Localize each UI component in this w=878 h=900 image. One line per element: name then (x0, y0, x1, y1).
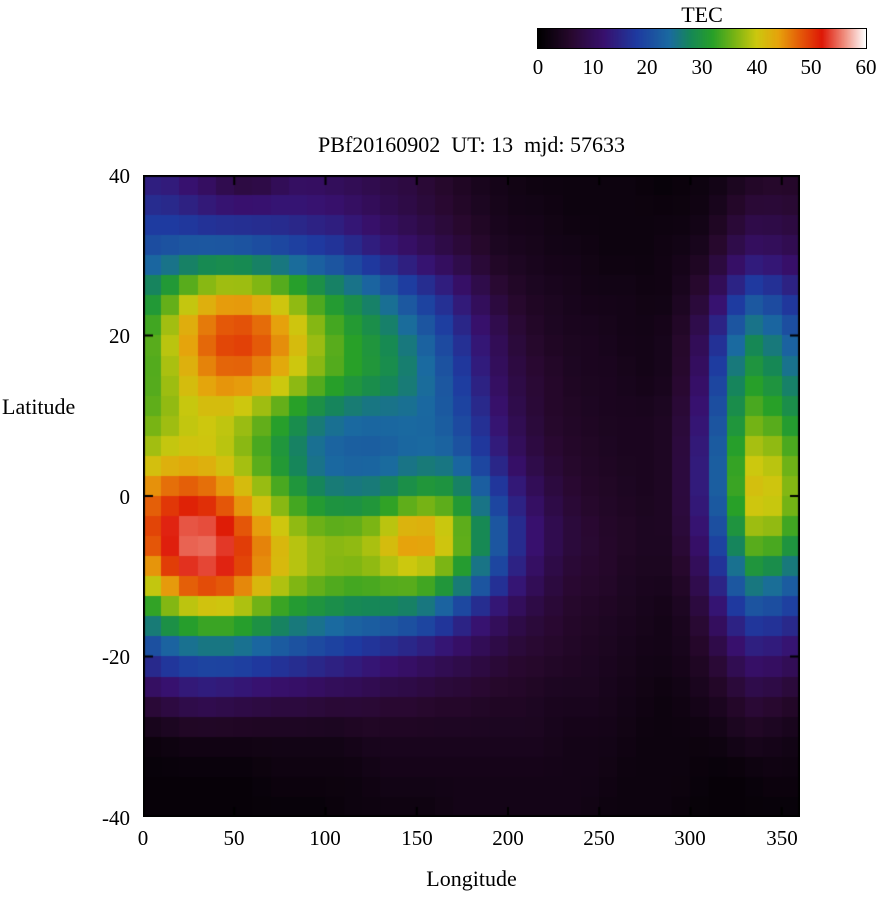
y-tick-label: -40 (102, 806, 130, 830)
colorbar-tick-label: 60 (855, 55, 877, 79)
x-axis-label: Longitude (426, 866, 517, 891)
x-tick-label: 0 (137, 826, 149, 850)
heatmap-canvas (143, 175, 800, 817)
colorbar-tick-label: 10 (582, 55, 604, 79)
colorbar-tick-label: 20 (636, 55, 658, 79)
plot-area (143, 175, 800, 817)
colorbar (537, 28, 867, 49)
x-tick-label: 100 (309, 826, 341, 850)
y-tick-label: -20 (102, 645, 130, 669)
x-tick-label: 250 (583, 826, 615, 850)
colorbar-tick-label: 0 (532, 55, 544, 79)
colorbar-tick-label: 30 (691, 55, 713, 79)
x-tick-label: 150 (401, 826, 433, 850)
y-tick-label: 40 (109, 164, 130, 188)
colorbar-tick-label: 40 (746, 55, 768, 79)
y-tick-label: 0 (119, 485, 131, 509)
colorbar-canvas (538, 29, 866, 48)
plot-title: PBf20160902 UT: 13 mjd: 57633 (318, 132, 625, 157)
x-tick-label: 300 (674, 826, 706, 850)
x-tick-label: 200 (492, 826, 524, 850)
y-axis-label: Latitude (2, 394, 76, 419)
x-tick-label: 350 (766, 826, 798, 850)
colorbar-title: TEC (681, 2, 723, 27)
x-tick-label: 50 (223, 826, 245, 850)
y-tick-label: 20 (109, 324, 130, 348)
colorbar-tick-label: 50 (800, 55, 822, 79)
